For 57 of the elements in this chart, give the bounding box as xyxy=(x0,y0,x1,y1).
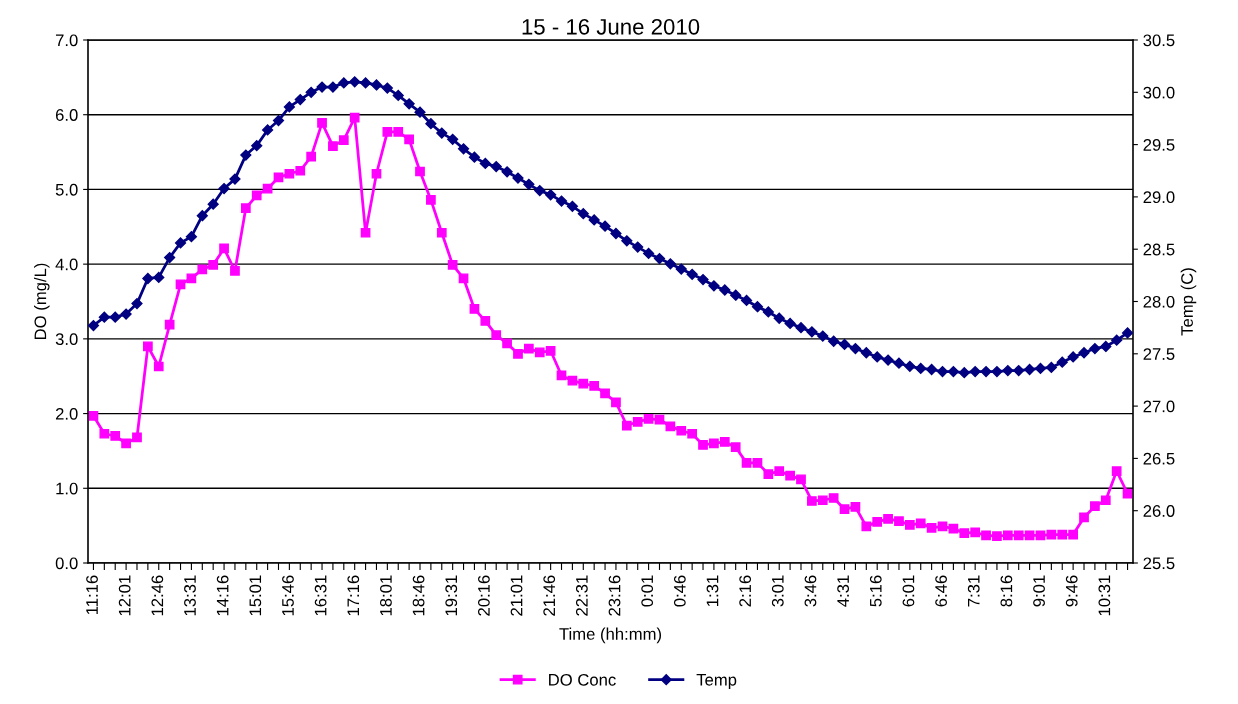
x-tick-label: 4:31 xyxy=(837,575,850,607)
x-axis-title: Time (hh:mm) xyxy=(559,627,662,644)
x-tick-label: 15:46 xyxy=(282,575,294,616)
x-tick-label: 20:16 xyxy=(477,575,490,616)
y2-tick-label: 29.0 xyxy=(1143,191,1175,204)
x-tick-label: 11:16 xyxy=(86,575,98,615)
x-tick-label: 8:16 xyxy=(1000,575,1013,607)
y2-tick-label: 28.5 xyxy=(1143,243,1175,256)
y2-tick-label: 30.0 xyxy=(1143,86,1175,99)
x-tick-label: 9:01 xyxy=(1033,575,1045,607)
x-tick-label: 17:16 xyxy=(347,575,360,616)
x-tick-label: 7:31 xyxy=(967,575,980,607)
y-tick-label: 3.0 xyxy=(55,333,78,346)
x-tick-label: 18:46 xyxy=(412,575,425,616)
y2-tick-label: 25.5 xyxy=(1143,557,1175,570)
y2-tick-label: 29.5 xyxy=(1143,139,1175,151)
x-tick-label: 19:31 xyxy=(445,575,458,616)
x-tick-label: 10:31 xyxy=(1098,575,1111,616)
x-tick-label: 9:46 xyxy=(1065,575,1078,607)
y2-axis-title: Temp (C) xyxy=(1180,268,1197,336)
y-tick-label: 5.0 xyxy=(55,183,78,196)
y-tick-label: 6.0 xyxy=(55,109,78,121)
y2-tick-label: 26.5 xyxy=(1143,452,1175,465)
x-tick-label: 14:16 xyxy=(216,575,229,616)
x-tick-label: 6:01 xyxy=(902,575,915,607)
x-tick-label: 16:31 xyxy=(314,575,327,616)
y-tick-label: 1.0 xyxy=(56,482,78,495)
y-tick-label: 2.0 xyxy=(55,407,78,420)
y2-tick-label: 30.5 xyxy=(1143,34,1175,47)
x-tick-label: 0:46 xyxy=(673,575,686,607)
x-tick-label: 18:01 xyxy=(380,575,392,616)
y2-tick-label: 28.0 xyxy=(1143,295,1175,308)
x-tick-label: 3:01 xyxy=(771,575,784,607)
x-tick-label: 1:31 xyxy=(706,575,719,606)
y-tick-label: 7.0 xyxy=(55,34,78,47)
x-tick-label: 6:46 xyxy=(935,575,947,607)
chart-title: 15 - 16 June 2010 xyxy=(522,18,700,35)
y2-tick-label: 26.0 xyxy=(1143,505,1175,517)
legend-label: Temp xyxy=(696,674,737,689)
x-tick-label: 0:01 xyxy=(641,575,654,607)
x-tick-label: 21:01 xyxy=(510,575,523,616)
x-tick-label: 5:16 xyxy=(869,575,882,607)
legend-label: DO Conc xyxy=(549,673,616,686)
x-tick-label: 12:01 xyxy=(118,575,131,616)
x-tick-label: 3:46 xyxy=(804,575,817,607)
y-tick-label: 0.0 xyxy=(55,557,78,570)
x-tick-label: 23:16 xyxy=(608,575,621,616)
y-tick-label: 4.0 xyxy=(55,258,78,271)
x-tick-label: 22:31 xyxy=(575,575,588,616)
x-tick-label: 13:31 xyxy=(184,575,196,616)
x-tick-label: 2:16 xyxy=(739,575,752,607)
x-tick-label: 15:01 xyxy=(249,575,262,616)
y2-tick-label: 27.0 xyxy=(1143,400,1175,413)
y-axis-title: DO (mg/L) xyxy=(34,263,50,340)
x-tick-label: 21:46 xyxy=(543,575,556,616)
y2-tick-label: 27.5 xyxy=(1143,348,1175,360)
x-tick-label: 12:46 xyxy=(151,575,164,616)
